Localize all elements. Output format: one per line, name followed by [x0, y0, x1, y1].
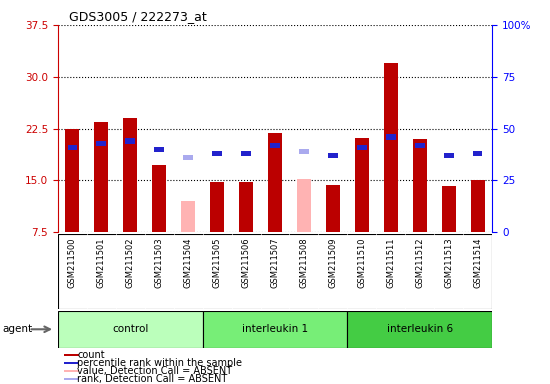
Bar: [239, 182, 253, 232]
Bar: [68, 145, 77, 150]
Text: GSM211500: GSM211500: [68, 237, 77, 288]
Bar: [412, 139, 427, 232]
Text: GSM211504: GSM211504: [184, 237, 192, 288]
Text: GSM211508: GSM211508: [299, 237, 309, 288]
Text: GSM211510: GSM211510: [358, 237, 366, 288]
Bar: [384, 63, 398, 232]
Bar: [328, 153, 338, 158]
Bar: [355, 137, 369, 232]
Bar: [123, 118, 138, 232]
Text: interleukin 1: interleukin 1: [242, 324, 308, 334]
Text: agent: agent: [3, 324, 33, 334]
Text: GSM211514: GSM211514: [473, 237, 482, 288]
Text: value, Detection Call = ABSENT: value, Detection Call = ABSENT: [78, 366, 233, 376]
Bar: [442, 186, 456, 232]
Bar: [155, 147, 164, 152]
Text: control: control: [112, 324, 148, 334]
Text: rank, Detection Call = ABSENT: rank, Detection Call = ABSENT: [78, 374, 228, 384]
Bar: [202, 311, 348, 348]
Bar: [268, 134, 282, 232]
Text: GSM211502: GSM211502: [125, 237, 135, 288]
Bar: [94, 122, 108, 232]
Text: GSM211513: GSM211513: [444, 237, 453, 288]
Text: GDS3005 / 222273_at: GDS3005 / 222273_at: [69, 10, 206, 23]
Text: GSM211509: GSM211509: [328, 237, 338, 288]
Text: GSM211505: GSM211505: [212, 237, 222, 288]
Bar: [64, 378, 79, 380]
Bar: [183, 155, 193, 160]
Bar: [125, 139, 135, 144]
Bar: [58, 234, 492, 309]
Bar: [210, 182, 224, 232]
Bar: [64, 354, 79, 356]
Bar: [64, 362, 79, 364]
Bar: [270, 142, 280, 148]
Bar: [386, 134, 395, 139]
Bar: [415, 142, 425, 148]
Bar: [58, 311, 202, 348]
Bar: [297, 179, 311, 232]
Bar: [241, 151, 251, 156]
Bar: [152, 165, 166, 232]
Bar: [348, 311, 492, 348]
Bar: [326, 185, 340, 232]
Text: GSM211501: GSM211501: [97, 237, 106, 288]
Bar: [65, 129, 80, 232]
Bar: [473, 151, 482, 156]
Bar: [212, 151, 222, 156]
Text: GSM211506: GSM211506: [241, 237, 251, 288]
Bar: [470, 180, 485, 232]
Bar: [64, 370, 79, 372]
Text: percentile rank within the sample: percentile rank within the sample: [78, 358, 243, 368]
Bar: [357, 145, 367, 150]
Bar: [444, 153, 454, 158]
Bar: [96, 141, 106, 146]
Text: GSM211511: GSM211511: [386, 237, 395, 288]
Text: GSM211512: GSM211512: [415, 237, 425, 288]
Text: GSM211507: GSM211507: [271, 237, 279, 288]
Text: interleukin 6: interleukin 6: [387, 324, 453, 334]
Bar: [299, 149, 309, 154]
Text: GSM211503: GSM211503: [155, 237, 164, 288]
Bar: [181, 201, 195, 232]
Text: count: count: [78, 350, 105, 360]
